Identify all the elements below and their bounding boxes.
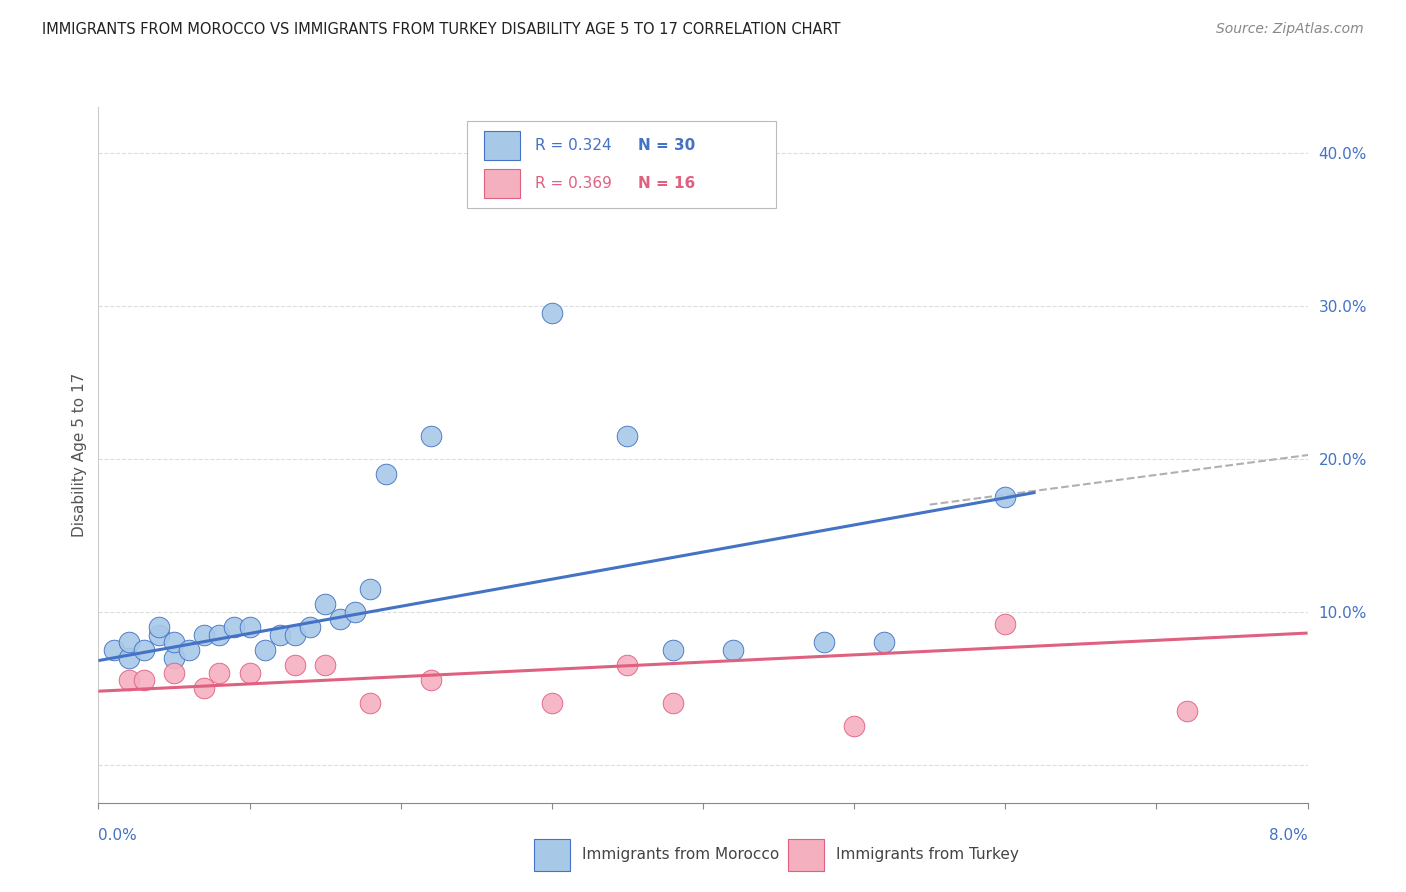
Point (148, 627, 170, 641)
Point (163, 635, 186, 649)
FancyBboxPatch shape (467, 121, 776, 208)
Y-axis label: Disability Age 5 to 17: Disability Age 5 to 17 (72, 373, 87, 537)
Point (163, 665, 186, 680)
Text: 8.0%: 8.0% (1268, 828, 1308, 843)
Point (284, 658, 307, 673)
Point (314, 597, 336, 611)
Point (661, 697, 683, 711)
Point (1175, 704, 1198, 718)
Text: N = 30: N = 30 (638, 137, 695, 153)
Point (616, 658, 638, 673)
Point (193, 681, 215, 695)
Point (994, 616, 1017, 631)
Point (208, 627, 231, 641)
Point (239, 665, 262, 680)
Text: Immigrants from Morocco: Immigrants from Morocco (582, 847, 779, 863)
Point (284, 627, 307, 641)
Point (844, 719, 866, 733)
Point (873, 635, 896, 649)
Point (179, 643, 201, 657)
Text: N = 16: N = 16 (638, 176, 695, 191)
Point (540, 306, 562, 320)
Point (299, 620, 322, 634)
FancyBboxPatch shape (484, 131, 520, 160)
Point (224, 620, 246, 634)
Point (419, 429, 441, 443)
FancyBboxPatch shape (534, 839, 569, 871)
Point (813, 635, 835, 649)
Point (148, 620, 170, 634)
Point (994, 490, 1017, 504)
Point (314, 658, 336, 673)
FancyBboxPatch shape (484, 169, 520, 198)
Point (208, 665, 231, 680)
Point (118, 673, 141, 688)
Point (616, 429, 638, 443)
Text: Immigrants from Turkey: Immigrants from Turkey (837, 847, 1019, 863)
Text: R = 0.324: R = 0.324 (534, 137, 612, 153)
Point (359, 582, 381, 596)
Point (540, 697, 562, 711)
Point (253, 643, 276, 657)
Text: R = 0.369: R = 0.369 (534, 176, 612, 191)
Point (329, 612, 352, 626)
Point (163, 650, 186, 665)
Point (132, 673, 155, 688)
Point (374, 467, 396, 481)
Text: IMMIGRANTS FROM MOROCCO VS IMMIGRANTS FROM TURKEY DISABILITY AGE 5 TO 17 CORRELA: IMMIGRANTS FROM MOROCCO VS IMMIGRANTS FR… (42, 22, 841, 37)
Point (118, 635, 141, 649)
Text: 0.0%: 0.0% (98, 828, 138, 843)
FancyBboxPatch shape (787, 839, 824, 871)
Point (239, 620, 262, 634)
Point (103, 643, 125, 657)
Point (661, 643, 683, 657)
Point (118, 650, 141, 665)
Point (193, 627, 215, 641)
Text: Source: ZipAtlas.com: Source: ZipAtlas.com (1216, 22, 1364, 37)
Point (723, 643, 745, 657)
Point (344, 605, 367, 619)
Point (419, 673, 441, 688)
Point (132, 643, 155, 657)
Point (269, 627, 291, 641)
Point (359, 697, 381, 711)
